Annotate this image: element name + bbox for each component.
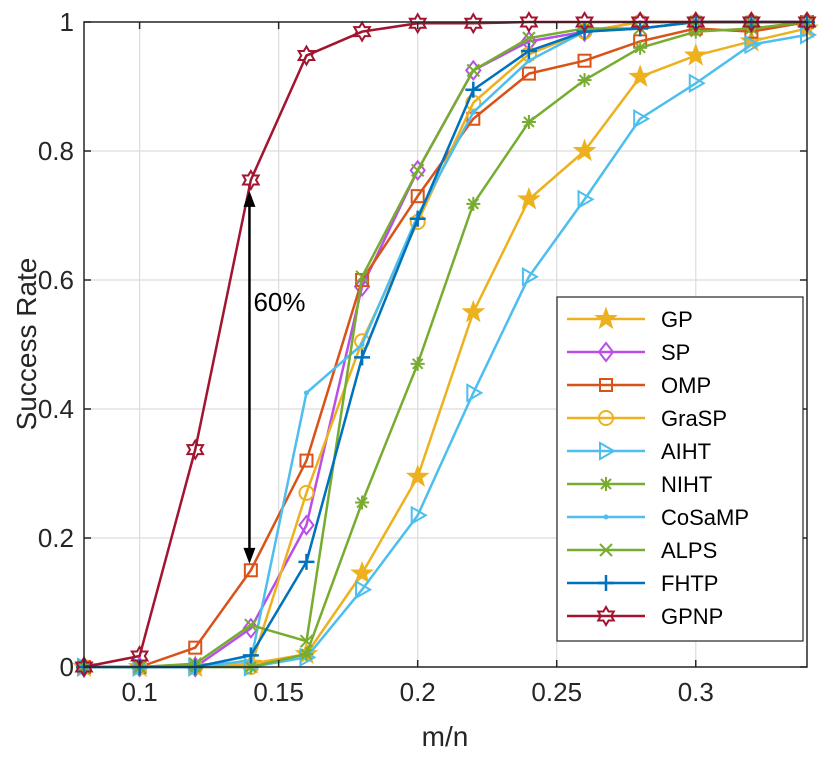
data-point-cosamp [471, 110, 476, 115]
x-tick-label: 0.1 [122, 677, 158, 707]
legend: GP SP OMP GraSP AIHT NIHT CoSaMP ALPS FHTP GPNP [557, 297, 803, 641]
data-point-niht [355, 496, 369, 510]
legend-label-sp: SP [661, 340, 690, 365]
data-point-niht [299, 647, 313, 661]
legend-marker-cosamp [604, 515, 609, 520]
legend-label-aiht: AIHT [661, 439, 711, 464]
data-point-niht [633, 41, 647, 55]
legend-label-alps: ALPS [661, 538, 717, 563]
y-tick-label: 0 [60, 652, 74, 682]
legend-label-niht: NIHT [661, 472, 712, 497]
annotation-label: 60% [253, 287, 305, 317]
legend-marker-niht [599, 477, 613, 491]
legend-label-gpnp: GPNP [661, 604, 723, 629]
x-axis-label: m/n [422, 721, 469, 752]
data-point-cosamp [304, 390, 309, 395]
legend-label-fhtp: FHTP [661, 571, 718, 596]
legend-label-grasp: GraSP [661, 406, 727, 431]
x-tick-label: 0.15 [253, 677, 304, 707]
data-point-niht [411, 357, 425, 371]
legend-label-omp: OMP [661, 373, 711, 398]
data-point-niht [522, 115, 536, 129]
y-tick-label: 0.8 [38, 136, 74, 166]
data-point-niht [466, 197, 480, 211]
x-tick-label: 0.2 [400, 677, 436, 707]
x-tick-label: 0.3 [678, 677, 714, 707]
y-tick-label: 1 [60, 7, 74, 37]
y-tick-label: 0.4 [38, 394, 74, 424]
success-rate-chart: 60% 0.1 0.15 0.2 0.25 0.3 0 0.2 0.4 0.6 0.8 1 GP SP… [0, 0, 830, 758]
data-point-niht [578, 73, 592, 87]
legend-label-cosamp: CoSaMP [661, 505, 749, 530]
y-tick-label: 0.6 [38, 265, 74, 295]
legend-label-gp: GP [661, 307, 693, 332]
y-axis-label: Success Rate [11, 258, 42, 431]
data-point-cosamp [360, 342, 365, 347]
x-tick-label: 0.25 [531, 677, 582, 707]
y-tick-label: 0.2 [38, 523, 74, 553]
